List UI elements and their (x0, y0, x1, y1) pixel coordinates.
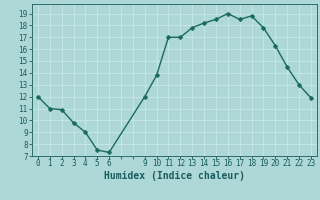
X-axis label: Humidex (Indice chaleur): Humidex (Indice chaleur) (104, 171, 245, 181)
